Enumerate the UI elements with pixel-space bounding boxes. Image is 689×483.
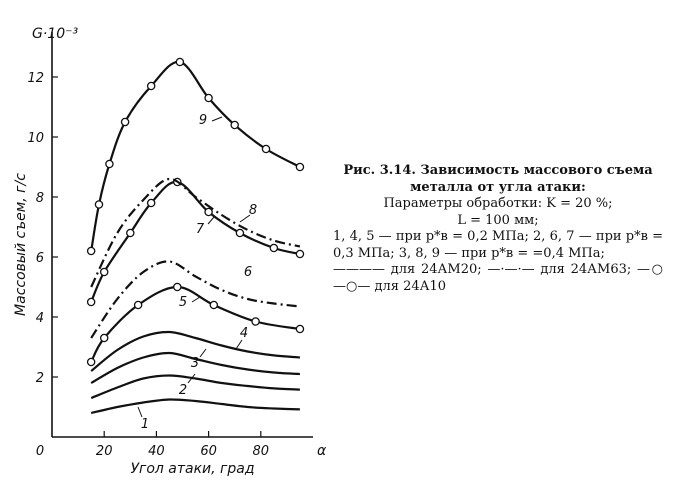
series-point-7 (295, 249, 305, 259)
series-leader-4 (235, 339, 243, 350)
series-point-7 (269, 243, 279, 253)
series-label-4: 4 (240, 326, 248, 341)
series-line-9 (90, 60, 301, 252)
x-tick-label: 40 (148, 444, 165, 459)
series-point-5 (295, 324, 305, 334)
caption-line-1: Параметры обработки: K = 20 %; (383, 196, 613, 211)
y-multiplier-label: G·10⁻³ (32, 26, 79, 42)
series-point-9 (230, 120, 239, 130)
series-point-5 (173, 282, 182, 292)
series-point-9 (146, 81, 156, 91)
series-point-7 (204, 207, 213, 217)
series-point-7 (126, 228, 135, 238)
series-point-7 (99, 267, 109, 277)
series-point-5 (86, 357, 96, 367)
series-point-5 (251, 317, 260, 326)
series-point-9 (204, 93, 213, 103)
y-tick-label: 6 (36, 251, 44, 266)
series-leader-7 (207, 216, 215, 225)
chart-axes (51, 32, 313, 438)
x-axis-symbol: α (317, 443, 327, 459)
series-line-5 (90, 285, 301, 363)
series-label-7: 7 (196, 222, 205, 237)
caption-line-4: ———— для 24АМ20; —·—·— для 24АМ63; —○—○—… (333, 262, 663, 294)
caption-title-1: Рис. 3.14. Зависимость массового съема (343, 163, 653, 178)
series-point-5 (99, 333, 109, 343)
series-label-8: 8 (249, 203, 257, 218)
series-point-9 (120, 117, 130, 127)
series-label-3: 3 (191, 356, 199, 371)
series-point-9 (86, 246, 96, 256)
series-point-7 (146, 198, 156, 208)
series-point-9 (261, 144, 271, 154)
series-point-7 (235, 228, 245, 238)
x-tick-label: 20 (96, 444, 113, 459)
series-line-1 (90, 398, 300, 415)
series-line-4 (90, 330, 301, 372)
series-label-6: 6 (244, 265, 252, 280)
series-line-8 (90, 177, 301, 288)
series-point-5 (209, 300, 219, 310)
y-axis-title: Массовый съем, г/с (13, 173, 29, 316)
series-leader-2 (187, 373, 196, 384)
series-point-9 (94, 200, 104, 209)
series-label-9: 9 (199, 113, 207, 128)
series-leader-5 (191, 296, 201, 303)
x-tick-label: 0 (36, 444, 44, 459)
y-tick-label: 10 (27, 131, 44, 146)
figure-caption: Рис. 3.14. Зависимость массового съема м… (333, 163, 663, 295)
y-tick-label: 2 (36, 371, 44, 386)
caption-line-2: L = 100 мм; (457, 212, 539, 228)
x-tick-label: 60 (200, 444, 217, 459)
series-point-9 (105, 159, 114, 169)
y-tick-label: 4 (36, 311, 44, 326)
caption-line-3: 1, 4, 5 — при p*в = 0,2 МПа; 2, 6, 7 — п… (333, 229, 663, 261)
series-label-5: 5 (179, 295, 187, 310)
series-point-5 (133, 300, 143, 310)
series-leader-3 (199, 348, 207, 358)
y-tick-label: 8 (36, 191, 44, 206)
series-line-7 (90, 180, 301, 303)
series-leader-8 (239, 214, 251, 223)
x-axis-title: Угол атаки, град (130, 461, 254, 477)
caption-title-2: металла от угла атаки: (410, 179, 586, 195)
series-point-9 (295, 162, 305, 172)
series-line-2 (90, 374, 300, 400)
series-point-7 (86, 297, 96, 307)
series-point-9 (175, 57, 185, 67)
y-tick-label: 12 (27, 71, 44, 86)
series-label-2: 2 (179, 383, 187, 398)
series-leader-1 (137, 406, 143, 418)
series-line-6 (90, 260, 301, 339)
series-label-1: 1 (141, 417, 149, 432)
series-leader-9 (211, 116, 223, 122)
x-tick-label: 80 (253, 444, 270, 459)
series-line-3 (90, 351, 300, 384)
chart-series (86, 57, 305, 415)
